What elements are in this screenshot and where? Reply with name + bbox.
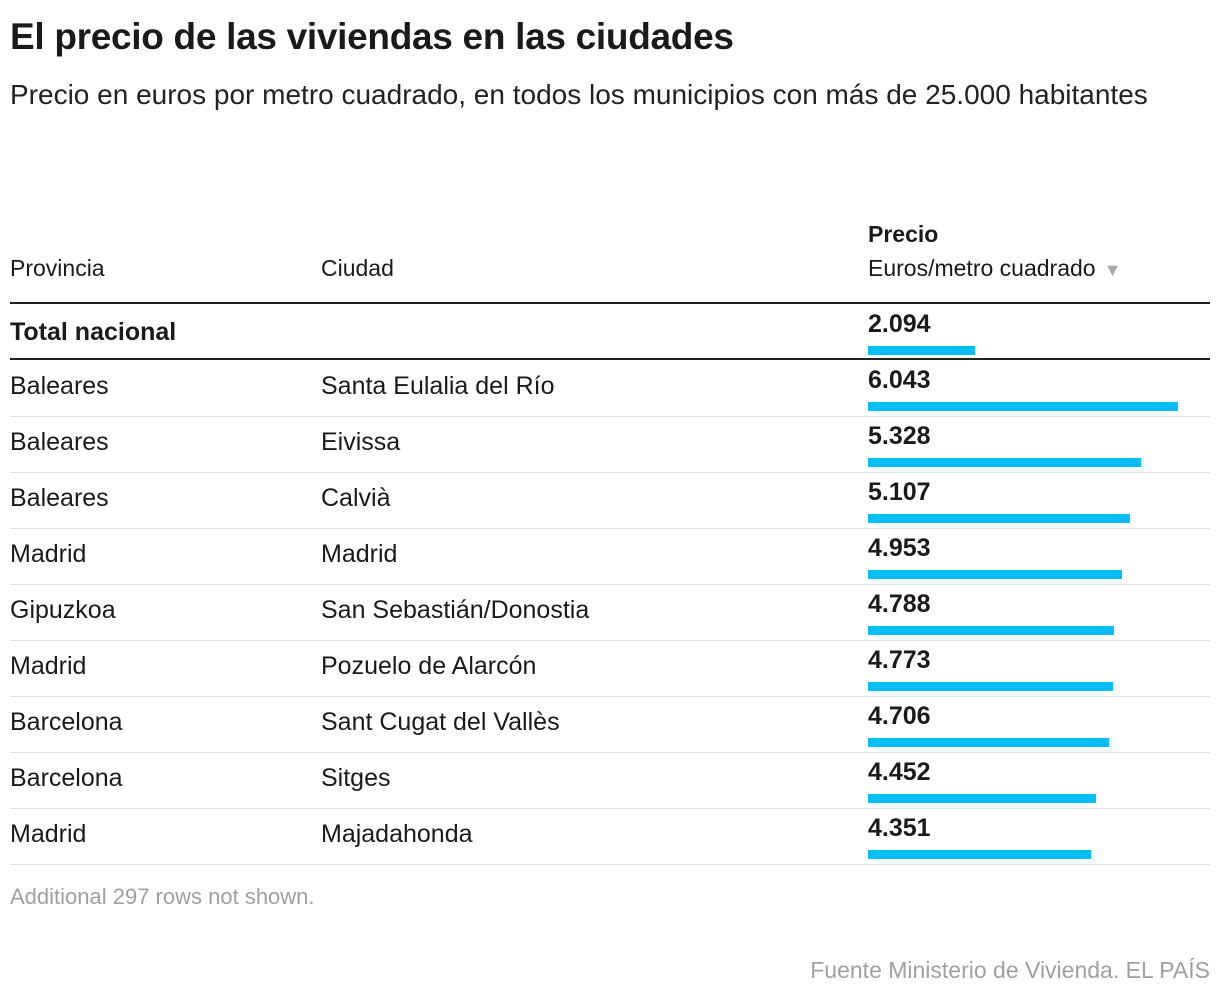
cell-precio: 4.953 (868, 534, 931, 562)
table-row: Madrid Madrid 4.953 (10, 528, 1210, 585)
price-bar (868, 794, 1097, 803)
chart-title: El precio de las viviendas en las ciudad… (10, 16, 734, 57)
column-header-precio-unit[interactable]: Euros/metro cuadrado ▼ (868, 255, 1121, 282)
total-bar (868, 346, 976, 355)
price-bar (868, 570, 1123, 579)
total-row: Total nacional 2.094 (10, 304, 1210, 360)
cell-precio: 4.452 (868, 758, 931, 786)
cell-provincia: Baleares (10, 372, 109, 400)
cell-precio: 5.328 (868, 422, 931, 450)
total-label: Total nacional (10, 318, 177, 346)
cell-ciudad: Pozuelo de Alarcón (321, 652, 537, 680)
cell-ciudad: Sitges (321, 764, 391, 792)
cell-provincia: Gipuzkoa (10, 596, 116, 624)
price-bar (868, 402, 1178, 411)
table-row: Baleares Santa Eulalia del Río 6.043 (10, 360, 1210, 417)
cell-ciudad: Eivissa (321, 428, 401, 456)
table-row: Gipuzkoa San Sebastián/Donostia 4.788 (10, 584, 1210, 641)
price-bar (868, 626, 1114, 635)
table-row: Madrid Pozuelo de Alarcón 4.773 (10, 640, 1210, 697)
column-header-ciudad[interactable]: Ciudad (321, 255, 394, 281)
cell-precio: 6.043 (868, 366, 931, 394)
cell-ciudad: Santa Eulalia del Río (321, 372, 555, 400)
cell-precio: 4.773 (868, 646, 931, 674)
price-bar (868, 682, 1113, 691)
rows-not-shown-note: Additional 297 rows not shown. (10, 884, 315, 909)
column-header-precio[interactable]: Precio (868, 221, 939, 247)
chart-subtitle: Precio en euros por metro cuadrado, en t… (10, 79, 1148, 110)
cell-ciudad: Madrid (321, 540, 398, 568)
cell-provincia: Madrid (10, 652, 87, 680)
cell-precio: 4.706 (868, 702, 931, 730)
table-header: Provincia Ciudad Precio Euros/metro cuad… (10, 210, 1210, 304)
price-bar (868, 738, 1110, 747)
table-row: Baleares Calvià 5.107 (10, 472, 1210, 529)
cell-ciudad: Calvià (321, 484, 391, 512)
cell-ciudad: Sant Cugat del Vallès (321, 708, 560, 736)
price-bar (868, 850, 1092, 859)
cell-ciudad: Majadahonda (321, 820, 473, 848)
column-unit-label: Euros/metro cuadrado (868, 255, 1096, 281)
cell-provincia: Baleares (10, 428, 109, 456)
cell-ciudad: San Sebastián/Donostia (321, 596, 590, 624)
sort-descending-icon[interactable]: ▼ (1103, 260, 1122, 280)
table-row: Madrid Majadahonda 4.351 (10, 808, 1210, 865)
column-header-provincia[interactable]: Provincia (10, 255, 105, 281)
price-bar (868, 514, 1130, 523)
cell-precio: 5.107 (868, 478, 931, 506)
table-row: Barcelona Sant Cugat del Vallès 4.706 (10, 696, 1210, 753)
cell-provincia: Madrid (10, 820, 87, 848)
table-row: Baleares Eivissa 5.328 (10, 416, 1210, 473)
table-row: Barcelona Sitges 4.452 (10, 752, 1210, 809)
source-credit: Fuente Ministerio de Vivienda. EL PAÍS (810, 957, 1210, 983)
cell-precio: 4.351 (868, 814, 931, 842)
cell-provincia: Barcelona (10, 764, 123, 792)
cell-precio: 4.788 (868, 590, 931, 618)
cell-provincia: Barcelona (10, 708, 123, 736)
cell-provincia: Madrid (10, 540, 87, 568)
total-value: 2.094 (868, 310, 931, 338)
cell-provincia: Baleares (10, 484, 109, 512)
price-bar (868, 458, 1142, 467)
